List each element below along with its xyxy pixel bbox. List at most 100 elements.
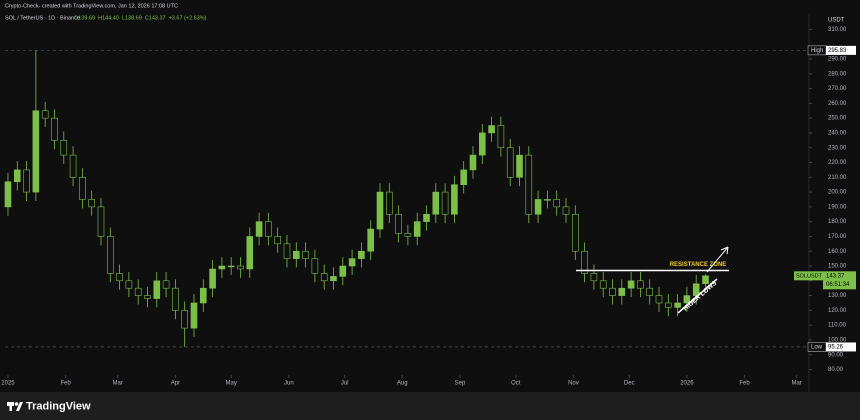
x-tick-label: May xyxy=(226,381,237,387)
candle-body xyxy=(618,287,626,296)
candle-body xyxy=(385,191,393,215)
x-tick-label: Jun xyxy=(284,381,294,387)
y-tick-label: 220.00 xyxy=(828,160,847,166)
currency: USDT xyxy=(828,18,845,24)
x-tick-label: Feb xyxy=(739,381,750,387)
candle-body xyxy=(79,176,86,200)
candle-body xyxy=(311,258,319,274)
x-tick-label: Jul xyxy=(341,381,349,387)
candle-body xyxy=(646,287,654,296)
candle-body xyxy=(572,213,579,252)
candle-body xyxy=(590,273,598,282)
candle-body xyxy=(506,147,514,178)
candle-body xyxy=(265,221,272,237)
candle-body xyxy=(162,280,170,289)
y-tick-label: 280.00 xyxy=(828,71,847,77)
candle-body xyxy=(674,302,681,308)
candle-body xyxy=(181,310,188,329)
candle-body xyxy=(553,199,561,208)
y-tick-label: 310.00 xyxy=(828,27,847,33)
candle-body xyxy=(432,191,440,215)
candle-body xyxy=(4,181,12,208)
candle-body xyxy=(516,154,523,178)
candle-body xyxy=(599,280,607,289)
logo-stem xyxy=(9,402,12,411)
y-tick-label: 210.00 xyxy=(828,175,847,181)
y-tick-label: 180.00 xyxy=(828,219,847,225)
y-tick-label: 230.00 xyxy=(828,145,847,151)
candle-body xyxy=(88,199,95,208)
price-tag-box xyxy=(823,271,856,290)
candle-body xyxy=(199,287,207,304)
y-tick-label: 290.00 xyxy=(828,57,847,63)
candle-body xyxy=(69,154,77,178)
symbol: SOL / TetherUS · 1D · Binance xyxy=(5,15,80,21)
candle-body xyxy=(581,250,588,274)
candle-body xyxy=(172,287,179,311)
candle-body xyxy=(525,154,533,215)
candle-body xyxy=(692,283,700,296)
y-tick-label: 80.00 xyxy=(828,367,844,373)
candle-body xyxy=(609,287,616,296)
candle-body xyxy=(339,265,347,277)
candle-body xyxy=(376,191,384,230)
candle-body xyxy=(469,154,477,171)
candle-body xyxy=(302,250,309,259)
candle-body xyxy=(190,302,198,329)
level-label: Low xyxy=(811,345,823,351)
symbol-tag-box xyxy=(794,271,823,281)
watermark: Crypto-Check- created with TradingView.c… xyxy=(5,3,178,9)
candle-body xyxy=(41,110,49,119)
candle-body xyxy=(478,132,486,156)
candle-body xyxy=(13,169,21,183)
x-tick-label: 2026 xyxy=(680,381,694,387)
resistance-text: RESISTANCE ZONE xyxy=(670,262,727,268)
y-tick-label: 170.00 xyxy=(828,234,847,240)
candle-body xyxy=(227,265,235,268)
y-tick-label: 260.00 xyxy=(828,101,847,107)
arrow-head xyxy=(720,246,729,255)
x-tick-label: Apr xyxy=(171,381,180,387)
level-value-box xyxy=(826,45,856,55)
level-value: 295.83 xyxy=(828,48,847,54)
y-tick-label: 160.00 xyxy=(828,249,847,255)
candle-body xyxy=(423,213,430,222)
candle-body xyxy=(665,302,672,308)
candle-body xyxy=(274,236,281,245)
x-tick-label: Feb xyxy=(60,381,71,387)
candle-body xyxy=(655,295,663,304)
legend-value: H144.40 xyxy=(98,15,119,21)
x-tick-label: Mar xyxy=(791,381,801,387)
countdown: 06:51:34 xyxy=(826,282,850,288)
candle-body xyxy=(451,184,458,215)
level-label: High xyxy=(811,48,823,54)
candle-body xyxy=(125,280,133,289)
candle-body xyxy=(237,265,244,270)
x-tick-label: Dec xyxy=(624,381,635,387)
legend-value: L138.69 xyxy=(122,15,142,21)
y-tick-label: 90.00 xyxy=(828,352,844,358)
symbol-tag: SOLUSDT xyxy=(796,273,823,279)
y-tick-label: 200.00 xyxy=(828,190,847,196)
x-tick-label: Aug xyxy=(397,381,408,387)
candle-body xyxy=(255,221,263,237)
candle-body xyxy=(358,250,365,259)
candle-body xyxy=(153,280,161,299)
candle-body xyxy=(292,250,300,259)
y-tick-label: 110.00 xyxy=(828,323,847,329)
candle-body xyxy=(106,236,114,274)
x-tick-label: Mar xyxy=(113,381,123,387)
candle-body xyxy=(562,206,570,215)
y-tick-label: 190.00 xyxy=(828,204,847,210)
y-tick-label: 120.00 xyxy=(828,308,847,314)
candle-body xyxy=(544,199,551,201)
logo-slash xyxy=(16,402,23,411)
x-tick-label: 2025 xyxy=(1,381,15,387)
candle-body xyxy=(144,295,151,299)
level-value: 95.26 xyxy=(828,345,844,351)
x-tick-label: Sep xyxy=(455,381,466,387)
candle-body xyxy=(209,268,216,289)
candle-body xyxy=(702,275,709,285)
